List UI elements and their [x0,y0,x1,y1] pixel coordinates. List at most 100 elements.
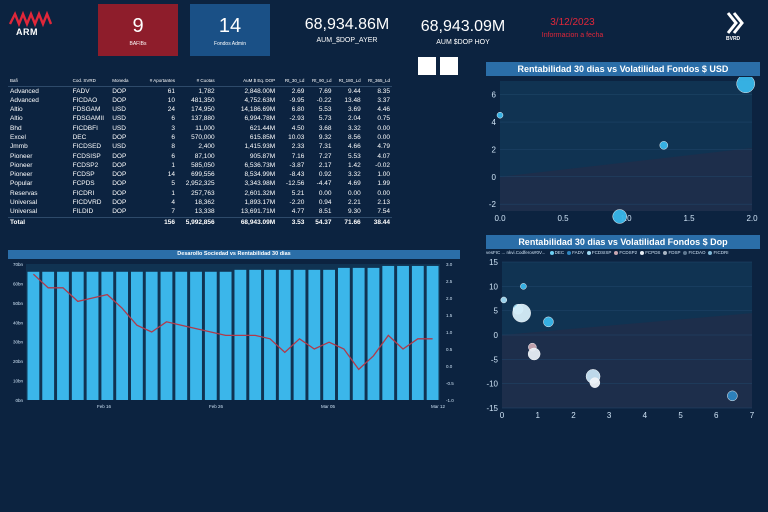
legend-item[interactable]: FICDAO [688,250,706,255]
table-row[interactable]: Reservas FICDRI DOP 1 257,763 2,601.32M 5.21 0.… [8,189,392,198]
scatter-x-tick: 7 [750,411,755,420]
table-cell: DOP [112,189,127,197]
table-cell: FICDAO [72,96,98,104]
table-cell: 8.51 [318,208,332,216]
table-row[interactable]: Advanced FADV DOP 61 1,782 2,848.00M 2.69 7.69 9… [8,86,392,96]
table-cell: Excel [10,133,26,141]
table-cell: 4.07 [377,152,390,160]
scatter-x-tick: 2 [571,411,576,420]
total-cell: 156 [141,216,177,229]
legend-dot-icon [663,250,668,255]
table-cell: FICDVRD [72,199,102,207]
table-cell: 621.44M [249,124,276,132]
combo-x-tick: Mar 12 [431,404,446,409]
table-row[interactable]: Bhd FICDBFI USD 3 11,000 621.44M 4.50 3.68 3.32 0… [8,124,392,133]
table-row[interactable]: Pioneer FCDSP2 DOP 1 585,050 6,536.73M -3.87 2.… [8,161,392,170]
combo-bar [278,269,291,400]
table-row[interactable]: Universal FICDVRD DOP 4 18,362 1,893.17M -2.20… [8,198,392,207]
combo-bar [71,271,84,400]
table-cell: USD [112,115,126,123]
table-cell: 14,186.69M [240,106,276,114]
table-cell: 13.48 [344,96,361,104]
legend-item[interactable]: DEC [554,250,565,255]
table-cell: 7.54 [377,208,390,216]
table-cell: 7.16 [291,152,305,160]
table-cell: 13,691.71M [240,208,276,216]
table-cell: 8,534.99M [244,171,276,179]
table-cell: -4.47 [316,180,332,188]
legend-dot-icon [586,250,591,255]
table-cell: 905.87M [249,152,276,160]
col-header[interactable]: Cod. SVRD [70,77,111,87]
col-header[interactable]: Rt_180_Ld [333,77,363,87]
table-cell: 8.35 [377,87,390,95]
scatter-y-tick: 0 [494,331,499,340]
table-cell: FADV [72,87,90,95]
legend-item[interactable]: FCDSP2 [619,250,638,255]
combo-bar [397,265,409,400]
table-cell: 0.75 [377,115,390,123]
combo-y-tick: 70bn [13,262,24,267]
scatter-x-tick: 4 [643,411,648,420]
table-cell: 2,601.32M [244,189,276,197]
table-cell: DOP [112,161,127,169]
col-header[interactable]: AuM $ Eq. DOP [216,77,278,87]
col-header[interactable]: Rt_90_Ld [306,77,334,87]
table-cell: Pioneer [10,152,33,160]
table-cell: 7.27 [318,152,332,160]
col-header[interactable]: Moneda [110,77,142,87]
legend-item[interactable]: FCPDS [645,250,661,255]
kpi-bafibs: 9 BAFIBs [98,4,178,56]
col-header[interactable]: # Aportantes [141,77,177,87]
legend-item[interactable]: FCDSISP [591,250,612,255]
table-cell: 2.21 [348,199,361,207]
col-header[interactable]: Rt_365_Ld [362,77,392,87]
table-cell: 6,536.73M [244,161,276,169]
scatter-y-tick: 5 [494,307,499,316]
scatter-x-tick: 1 [535,411,540,420]
table-row[interactable]: Pioneer FCDSISP DOP 6 87,100 905.87M 7.16 7.27 5… [8,152,392,161]
table-cell: FILDID [72,208,94,216]
legend-item[interactable]: FICDRI [713,250,729,255]
scatter-trend-band [500,148,752,211]
scatter-point [543,316,554,328]
table-row[interactable]: Jmmb FICDSED USD 8 2,400 1,415.93M 2.33 7.31 4.6… [8,142,392,151]
col-header[interactable]: Bafi [8,77,71,87]
filter-button-1[interactable] [418,57,436,75]
col-header[interactable]: Rt_30_Ld [277,77,307,87]
table-row[interactable]: Altio FDSGAMII USD 6 137,880 6,994.78M -2.93 5.… [8,114,392,123]
col-header[interactable]: # Cuotas [177,77,217,87]
table-row[interactable]: Altio FDSGAM USD 24 174,950 14,186.69M 6.80 5.5… [8,105,392,114]
table-cell: 1.99 [377,180,390,188]
combo-y-tick: 20bn [13,359,24,364]
table-cell: 481,350 [191,96,215,104]
scatter-y-tick: -2 [489,200,497,209]
table-row[interactable]: Pioneer FCDSP DOP 14 699,556 8,534.99M -8.43 0.… [8,170,392,179]
table-row[interactable]: Universal FILDID DOP 7 13,338 13,691.71M 4.77 8… [8,207,392,217]
table-cell: -0.22 [316,96,332,104]
table-cell: DOP [112,96,127,104]
scatter-trend-band [502,313,752,408]
scatter-x-tick: 0.5 [557,214,569,223]
arm-wave-icon [8,10,53,28]
combo-bar [337,267,350,400]
table-cell: 3.68 [318,124,332,132]
combo-bar [57,271,69,400]
table-row[interactable]: Advanced FICDAO DOP 10 481,350 4,752.63M -9.95… [8,96,392,105]
total-cell: 3.53 [277,216,307,229]
table-cell: 7.31 [318,143,332,151]
table-cell: 1,415.93M [244,143,276,151]
legend-item[interactable]: FDSP [668,250,681,255]
table-cell: 2.17 [318,161,332,169]
table-cell: 6 [171,133,175,141]
table-cell: 24 [167,106,175,114]
table-cell: 3.69 [348,106,361,114]
combo-y-tick: 50bn [13,301,24,306]
total-cell: 38.44 [362,216,392,229]
scatter-point [589,377,601,388]
table-row[interactable]: Excel DEC DOP 6 570,000 615.85M 10.03 9.32 8.56 0… [8,133,392,142]
table-row[interactable]: Popular FCPDS DOP 5 2,952,325 3,343.98M -12.56… [8,179,392,188]
table-cell: 5.53 [318,106,332,114]
legend-item[interactable]: FADV [572,250,584,255]
filter-button-2[interactable] [440,57,458,75]
